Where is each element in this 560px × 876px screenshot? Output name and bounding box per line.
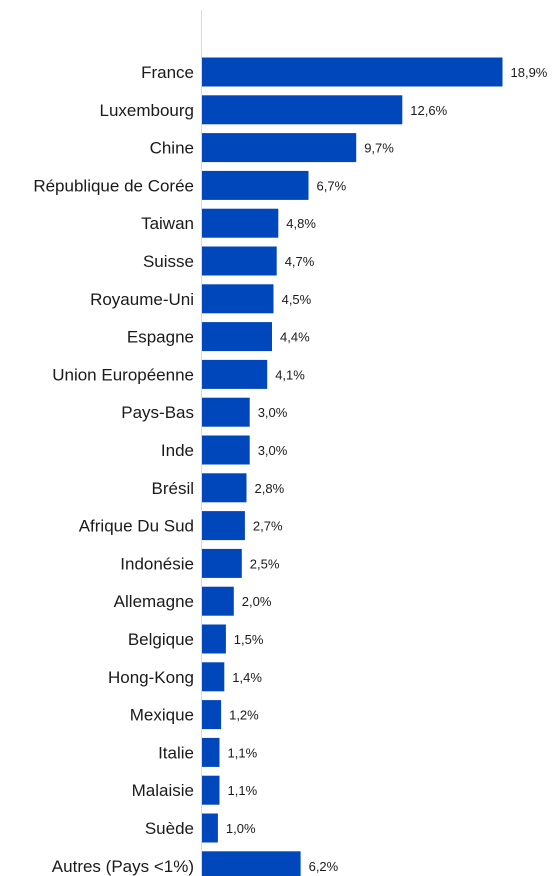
- bar-espagne: [202, 322, 272, 352]
- bar-afrique-du-sud: [202, 511, 245, 541]
- value-label-autres-pays-1: 6,2%: [309, 859, 339, 874]
- category-label-inde: Inde: [161, 441, 194, 460]
- value-label-belgique: 1,5%: [234, 632, 264, 647]
- bar-union-europeenne: [202, 359, 268, 389]
- value-label-hong-kong: 1,4%: [232, 670, 262, 685]
- category-label-royaume-uni: Royaume-Uni: [90, 290, 194, 309]
- value-labels-group: 18,9% 12,6% 9,7% 6,7% 4,8% 4,7% 4,5% 4,4% 4,1% 3,…: [226, 65, 548, 874]
- value-label-chine: 9,7%: [364, 141, 394, 156]
- bar-hong-kong: [202, 662, 225, 692]
- category-labels-group: France Luxembourg Chine République de Corée…: [33, 63, 194, 876]
- value-label-bresil: 2,8%: [255, 481, 285, 496]
- value-label-inde: 3,0%: [258, 443, 288, 458]
- category-label-hong-kong: Hong-Kong: [108, 668, 194, 687]
- category-label-allemagne: Allemagne: [114, 592, 194, 611]
- bar-belgique: [202, 624, 226, 654]
- bar-bresil: [202, 473, 247, 503]
- category-label-france: France: [141, 63, 194, 82]
- category-label-espagne: Espagne: [127, 328, 194, 347]
- value-label-luxembourg: 12,6%: [410, 103, 447, 118]
- category-label-union-europeenne: Union Européenne: [52, 365, 194, 384]
- category-label-luxembourg: Luxembourg: [99, 101, 194, 120]
- value-label-pays-bas: 3,0%: [258, 405, 288, 420]
- bar-royaume-uni: [202, 284, 274, 314]
- bar-allemagne: [202, 586, 234, 616]
- category-label-suisse: Suisse: [143, 252, 194, 271]
- value-label-malaisie: 1,1%: [228, 783, 258, 798]
- value-label-italie: 1,1%: [228, 745, 258, 760]
- category-label-suede: Suède: [145, 819, 194, 838]
- value-label-suisse: 4,7%: [285, 254, 315, 269]
- bar-indonesie: [202, 548, 242, 578]
- category-label-belgique: Belgique: [128, 630, 194, 649]
- category-label-taiwan: Taiwan: [141, 214, 194, 233]
- value-label-royaume-uni: 4,5%: [282, 292, 312, 307]
- bar-pays-bas: [202, 397, 250, 427]
- value-label-taiwan: 4,8%: [286, 216, 316, 231]
- bar-inde: [202, 435, 250, 465]
- category-label-pays-bas: Pays-Bas: [121, 403, 194, 422]
- value-label-suede: 1,0%: [226, 821, 256, 836]
- value-label-indonesie: 2,5%: [250, 556, 280, 571]
- category-label-chine: Chine: [150, 139, 194, 158]
- bars-group: [202, 57, 503, 876]
- bar-suisse: [202, 246, 277, 276]
- value-label-allemagne: 2,0%: [242, 594, 272, 609]
- category-label-italie: Italie: [158, 743, 194, 762]
- value-label-republique-de-coree: 6,7%: [317, 178, 347, 193]
- category-label-autres-pays-1: Autres (Pays <1%): [52, 857, 194, 876]
- bar-france: [202, 57, 503, 87]
- value-label-espagne: 4,4%: [280, 330, 310, 345]
- bar-republique-de-coree: [202, 170, 309, 200]
- value-label-afrique-du-sud: 2,7%: [253, 519, 283, 534]
- bar-malaisie: [202, 775, 220, 805]
- category-label-bresil: Brésil: [151, 479, 194, 498]
- bar-luxembourg: [202, 95, 403, 125]
- category-label-republique-de-coree: République de Corée: [33, 176, 194, 195]
- category-label-afrique-du-sud: Afrique Du Sud: [79, 517, 194, 536]
- bar-chine: [202, 133, 357, 163]
- value-label-union-europeenne: 4,1%: [275, 367, 305, 382]
- bar-autres-pays-1: [202, 851, 301, 876]
- value-label-mexique: 1,2%: [229, 708, 259, 723]
- category-label-malaisie: Malaisie: [132, 781, 194, 800]
- value-label-france: 18,9%: [511, 65, 548, 80]
- category-label-indonesie: Indonésie: [120, 554, 194, 573]
- bar-italie: [202, 737, 220, 767]
- bar-taiwan: [202, 208, 279, 238]
- bar-suede: [202, 813, 218, 843]
- bar-mexique: [202, 700, 222, 730]
- category-label-mexique: Mexique: [130, 706, 194, 725]
